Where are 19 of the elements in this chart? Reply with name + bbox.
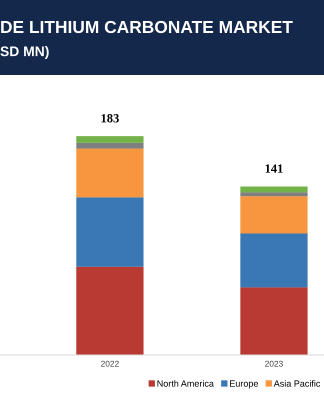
x-tick-label: 2022 — [101, 360, 119, 367]
bar — [240, 186, 308, 192]
bar — [240, 234, 308, 288]
legend-label: Europe — [230, 380, 258, 389]
bar — [240, 287, 308, 355]
legend-label: North America — [157, 380, 214, 387]
chart-subtitle: SD MN) — [0, 46, 49, 59]
bar — [240, 196, 308, 234]
bar — [76, 197, 144, 267]
chart-title: DE LITHIUM CARBONATE MARKET — [1, 20, 293, 34]
bar — [240, 192, 308, 196]
annotation: 141 — [266, 164, 283, 173]
legend-label: Asia Pacific — [274, 380, 320, 387]
bar — [76, 142, 144, 149]
x-tick-label: 2023 — [265, 360, 283, 367]
annotation: 183 — [102, 114, 119, 122]
bar — [76, 266, 144, 355]
bar — [76, 148, 144, 198]
bar — [76, 136, 144, 143]
